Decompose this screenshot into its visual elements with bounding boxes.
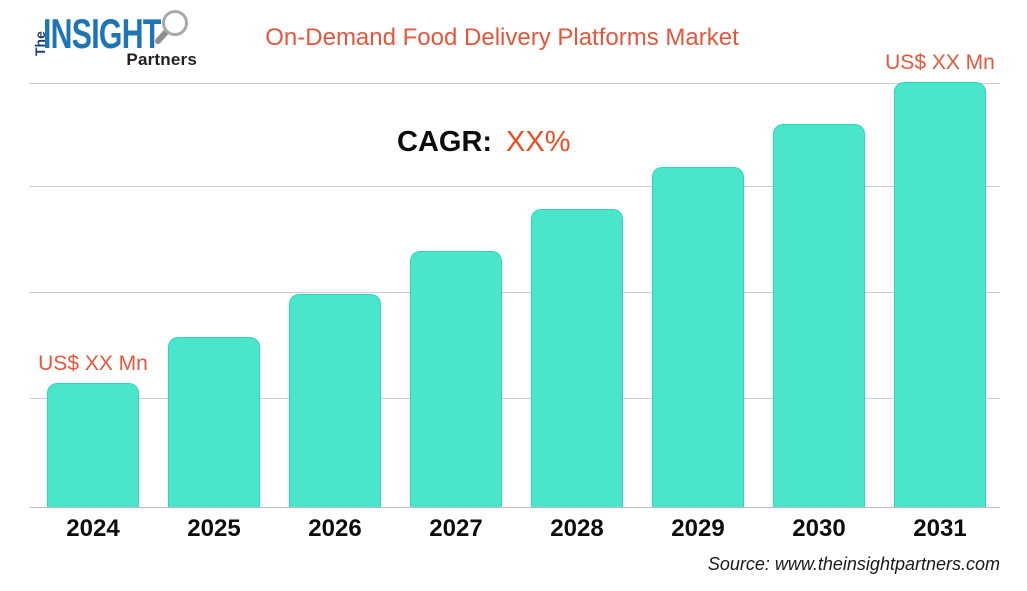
cagr-annotation: CAGR: XX%: [397, 126, 571, 159]
bar-2027: [410, 251, 502, 507]
gridline: [30, 83, 1000, 84]
gridline: [30, 292, 1000, 293]
logo-insight-text: INSIGHT: [43, 10, 161, 57]
bar-value-label: US$ XX Mn: [38, 352, 148, 375]
bar-2025: [168, 337, 260, 507]
logo-partners-text: Partners: [126, 50, 197, 69]
gridline: [30, 186, 1000, 187]
bar-2028: [531, 209, 623, 507]
cagr-value: XX%: [506, 126, 571, 158]
x-axis-label-2029: 2029: [671, 515, 725, 542]
x-axis-label-2025: 2025: [187, 515, 241, 542]
x-axis-label-2031: 2031: [913, 515, 967, 542]
bar-2031: [894, 82, 986, 507]
x-axis-label-2024: 2024: [66, 515, 120, 542]
bar-2024: [47, 383, 139, 507]
cagr-label: CAGR:: [397, 126, 493, 158]
bar-value-label: US$ XX Mn: [885, 51, 995, 74]
x-axis-line: [30, 507, 1000, 508]
x-axis-label-2027: 2027: [429, 515, 483, 542]
x-axis-label-2030: 2030: [792, 515, 846, 542]
bar-2026: [289, 294, 381, 507]
x-axis-label-2028: 2028: [550, 515, 604, 542]
bar-2029: [652, 167, 744, 507]
insight-partners-logo: The INSIGHT Partners: [25, 6, 201, 70]
gridline: [30, 398, 1000, 399]
page-title: On-Demand Food Delivery Platforms Market: [265, 24, 739, 51]
magnifier-icon: [155, 10, 188, 44]
x-axis-label-2026: 2026: [308, 515, 362, 542]
source-text: Source: www.theinsightpartners.com: [707, 554, 1000, 574]
bar-2030: [773, 124, 865, 507]
